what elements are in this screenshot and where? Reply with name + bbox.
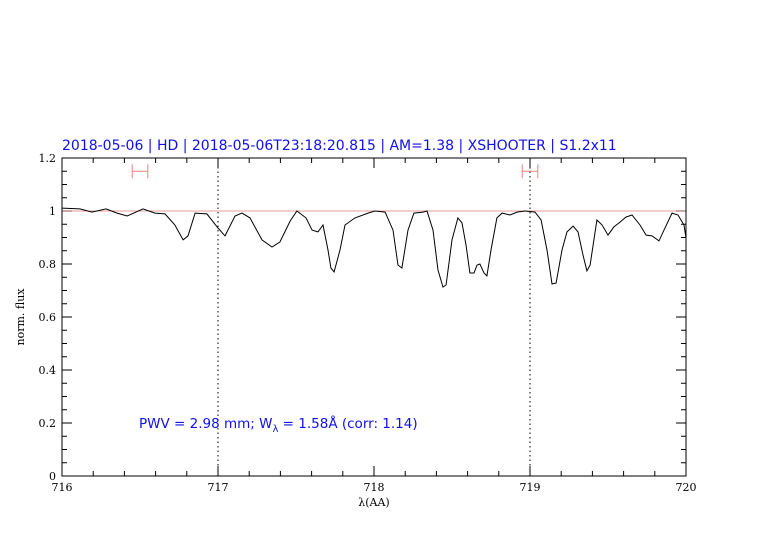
tick-labels: 716 717 718 719 720 0 0.2 0.4 0.6 0.8 1 1.2: [39, 152, 697, 494]
range-markers: [131, 164, 539, 179]
x-axis-label: λ(AA): [358, 496, 389, 509]
pwv-annotation: PWV = 2.98 mm; Wλ = 1.58Å (corr: 1.14): [139, 415, 418, 435]
y-tick-label: 0.8: [39, 258, 57, 271]
pwv-suffix: = 1.58Å (corr: 1.14): [278, 415, 417, 432]
y-axis-label: norm. flux: [14, 288, 27, 346]
y-tick-label: 1.2: [39, 152, 57, 165]
chart-title: 2018-05-06 | HD | 2018-05-06T23:18:20.81…: [62, 138, 617, 154]
plot-frame: [61, 157, 687, 477]
y-tick-label: 0.4: [39, 364, 57, 377]
x-tick-label: 720: [676, 481, 697, 494]
y-tick-label: 1: [49, 205, 56, 218]
y-tick-label: 0.6: [39, 311, 57, 324]
x-tick-label: 719: [520, 481, 541, 494]
y-tick-label: 0: [49, 470, 56, 483]
x-tick-label: 717: [208, 481, 229, 494]
x-tick-label: 716: [52, 481, 73, 494]
pwv-subscript: λ: [272, 424, 278, 435]
pwv-prefix: PWV = 2.98 mm; W: [139, 416, 272, 432]
dotted-reference-lines: [217, 158, 531, 476]
y-tick-label: 0.2: [39, 417, 57, 430]
x-tick-label: 718: [364, 481, 385, 494]
spectrum-line: [61, 207, 687, 288]
